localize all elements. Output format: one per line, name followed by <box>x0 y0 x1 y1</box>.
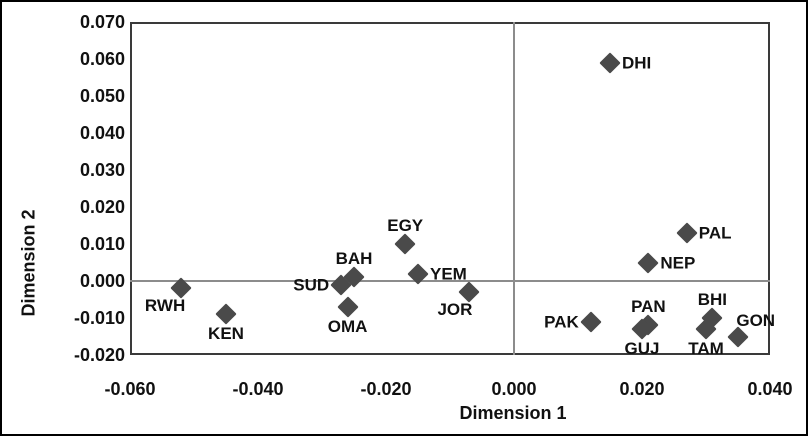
x-axis-title: Dimension 1 <box>459 403 567 423</box>
x-tick-label: 0.040 <box>747 379 793 399</box>
y-zero-gridline <box>130 280 770 282</box>
y-tick-label: 0.070 <box>79 12 125 32</box>
y-tick-label: -0.020 <box>73 345 125 365</box>
data-point-label-bhi: BHI <box>697 290 728 309</box>
y-tick-label: 0.000 <box>79 271 125 291</box>
data-point-label-pal: PAL <box>698 223 732 243</box>
y-tick-label: 0.060 <box>79 49 125 69</box>
y-tick-label: 0.030 <box>79 160 125 180</box>
y-tick-label: -0.010 <box>73 308 125 328</box>
x-tick-label: -0.020 <box>360 379 412 399</box>
y-axis-title: Dimension 2 <box>18 209 39 317</box>
data-point-label-jor: JOR <box>437 300 473 320</box>
x-tick-label: 0.000 <box>491 379 537 399</box>
plot-area <box>130 22 770 355</box>
data-point-label-nep: NEP <box>660 253 696 272</box>
x-tick-label: -0.040 <box>232 379 284 399</box>
data-point-label-egy: EGY <box>387 216 424 235</box>
data-point-label-pan: PAN <box>631 297 666 317</box>
data-point-label-oma: OMA <box>327 316 368 336</box>
data-point-label-yem: YEM <box>430 264 467 284</box>
x-zero-gridline <box>513 22 515 355</box>
data-point-label-tam: TAM <box>688 339 724 359</box>
data-point-label-dhi: DHI <box>622 53 652 73</box>
y-tick-label: 0.040 <box>79 123 125 143</box>
y-tick-label: 0.020 <box>79 197 125 217</box>
data-point-label-bah: BAH <box>335 249 373 269</box>
x-tick-label: 0.020 <box>619 379 665 399</box>
y-tick-label: 0.010 <box>79 234 125 254</box>
data-point-label-gon: GON <box>736 310 776 330</box>
data-point-label-guj: GUJ <box>624 339 660 359</box>
data-point-label-pak: PAK <box>544 312 579 332</box>
data-point-label-rwh: RWH <box>144 296 186 316</box>
data-point-label-sud: SUD <box>293 275 330 295</box>
y-tick-label: 0.050 <box>79 86 125 106</box>
data-point-label-ken: KEN <box>208 324 244 344</box>
x-tick-label: -0.060 <box>104 379 156 399</box>
